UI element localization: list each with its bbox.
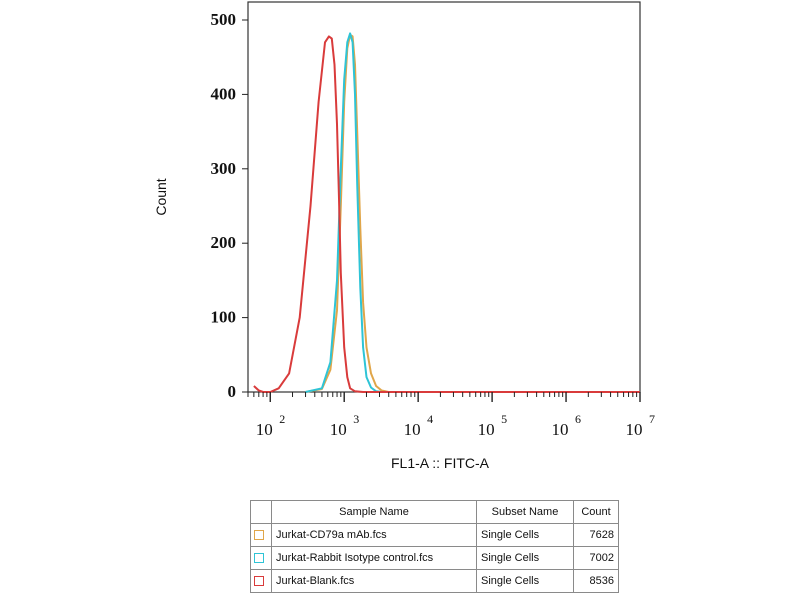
legend-swatch-cell <box>250 569 272 593</box>
y-tick-label: 0 <box>228 382 237 401</box>
x-axis: 10 2 10 3 10 4 10 5 10 6 10 7 <box>247 392 655 439</box>
legend-sample-name: Jurkat-Rabbit Isotype control.fcs <box>271 546 477 570</box>
x-tick-exponent: 5 <box>501 412 507 426</box>
y-axis-label: Count <box>153 178 169 215</box>
legend-header-subset-name: Subset Name <box>476 500 574 524</box>
legend-header-row: Sample Name Subset Name Count <box>250 500 619 524</box>
legend-count: 7628 <box>573 523 619 547</box>
x-tick-exponent: 4 <box>427 412 433 426</box>
legend-header-count: Count <box>573 500 619 524</box>
x-tick-label: 10 <box>256 420 273 439</box>
legend-count: 8536 <box>573 569 619 593</box>
y-tick-label: 200 <box>211 233 237 252</box>
legend-swatch-header <box>250 500 272 524</box>
series-line-2 <box>253 35 640 393</box>
x-tick-exponent: 2 <box>279 412 285 426</box>
x-tick-label: 10 <box>478 420 495 439</box>
sample-legend-table: Sample Name Subset Name Count Jurkat-CD7… <box>250 500 619 593</box>
plot-frame <box>247 1 641 393</box>
series-layer <box>253 32 640 393</box>
series-line-1 <box>305 32 640 393</box>
legend-subset-name: Single Cells <box>476 569 574 593</box>
y-tick-label: 100 <box>211 308 237 327</box>
x-tick-exponent: 6 <box>575 412 581 426</box>
legend-sample-name: Jurkat-Blank.fcs <box>271 569 477 593</box>
legend-sample-name: Jurkat-CD79a mAb.fcs <box>271 523 477 547</box>
legend-subset-name: Single Cells <box>476 546 574 570</box>
legend-row: Jurkat-CD79a mAb.fcs Single Cells 7628 <box>250 523 619 547</box>
x-tick-label: 10 <box>330 420 347 439</box>
x-tick-label: 10 <box>552 420 569 439</box>
x-axis-label: FL1-A :: FITC-A <box>391 455 490 471</box>
legend-swatch-isotype <box>254 553 264 564</box>
histogram-chart: 0 100 200 300 400 500 10 2 10 3 10 4 10 5 10 6 10 7 Coun… <box>153 1 655 471</box>
y-tick-label: 300 <box>211 159 237 178</box>
y-tick-label: 400 <box>211 84 237 103</box>
y-tick-label: 500 <box>211 10 237 29</box>
series-line-0 <box>305 33 640 393</box>
legend-row: Jurkat-Rabbit Isotype control.fcs Single… <box>250 546 619 570</box>
legend-swatch-cd79a <box>254 530 264 541</box>
legend-row: Jurkat-Blank.fcs Single Cells 8536 <box>250 569 619 593</box>
legend-swatch-blank <box>254 576 264 587</box>
x-tick-label: 10 <box>626 420 643 439</box>
x-tick-exponent: 7 <box>649 412 655 426</box>
legend-header-sample-name: Sample Name <box>271 500 477 524</box>
legend-subset-name: Single Cells <box>476 523 574 547</box>
legend-swatch-cell <box>250 523 272 547</box>
x-tick-label: 10 <box>404 420 421 439</box>
y-axis: 0 100 200 300 400 500 <box>211 10 248 401</box>
x-tick-exponent: 3 <box>353 412 359 426</box>
legend-count: 7002 <box>573 546 619 570</box>
legend-swatch-cell <box>250 546 272 570</box>
